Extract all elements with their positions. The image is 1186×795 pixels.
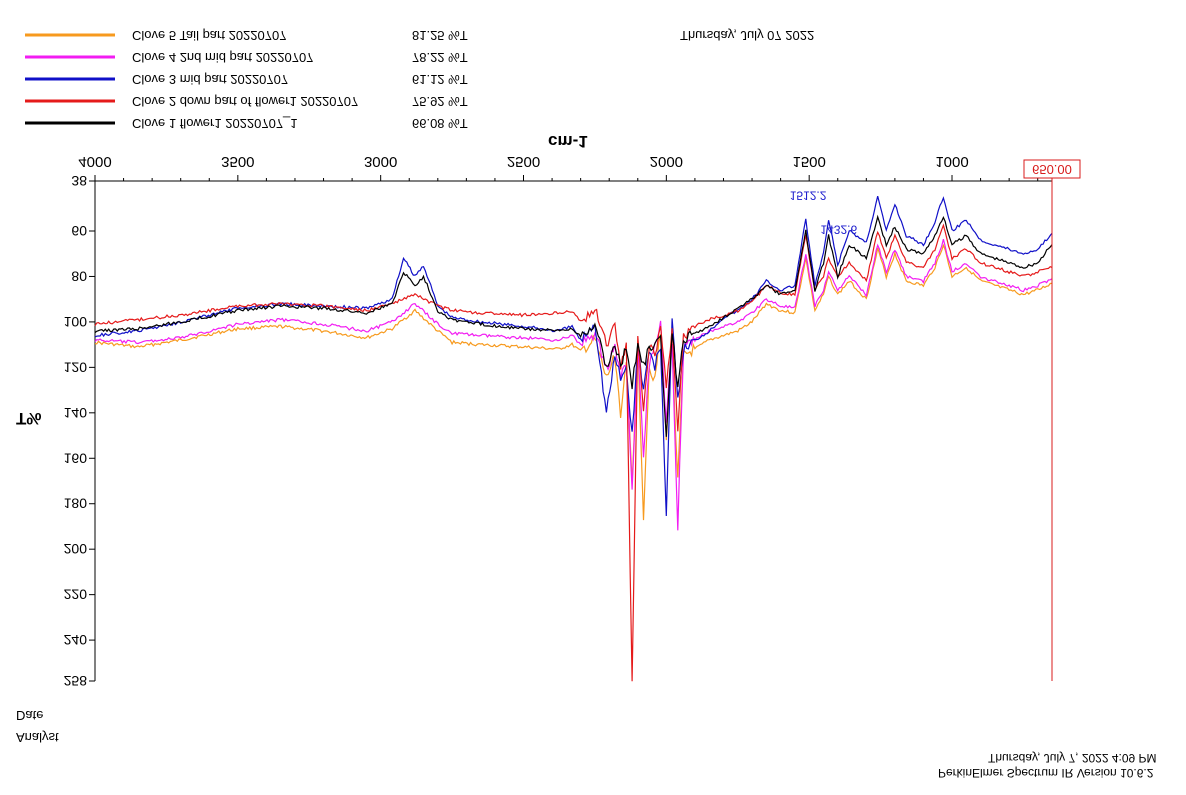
x-tick-label: 3500 — [221, 153, 254, 170]
y-tick-label: 80 — [71, 268, 87, 284]
x-tick-label: 1000 — [935, 153, 968, 170]
annotations: 1512.2 1432.6 — [790, 188, 858, 236]
legend-value: 66.08 %T — [412, 116, 468, 131]
legend-value: 75.92 %T — [412, 94, 468, 109]
footer-software: PerkinElmer Spectrum IR Version 10.6.2 — [938, 766, 1154, 780]
y-tick-label: 180 — [64, 496, 88, 512]
y-tick-label: 140 — [64, 405, 88, 421]
analyst-label: Analyst — [16, 730, 59, 745]
y-tick-label: 120 — [64, 359, 88, 375]
series-line — [94, 243, 1053, 521]
cursor-label-box[interactable] — [1023, 159, 1081, 179]
x-axis-label: cm-1 — [548, 132, 588, 151]
legend-label: Clove 4 2nd mid part 20220707 — [132, 50, 313, 65]
cursor-label: 650.00 — [1032, 162, 1072, 177]
legend-value: 61.12 %T — [412, 72, 468, 87]
x-tick-label: 4000 — [78, 153, 111, 170]
peak-annotation: 1432.6 — [820, 223, 857, 237]
series-line — [94, 196, 1053, 517]
y-tick-label: 160 — [64, 450, 88, 466]
legend-label: Clove 5 Tail part 20220707 — [132, 28, 286, 43]
legend-label: Clove 3 mid part 20220707 — [132, 72, 288, 87]
y-tick-label: 240 — [64, 632, 88, 648]
y-axis-label: T% — [16, 409, 42, 428]
y-tick-label: 38 — [71, 173, 87, 189]
y-axis: 38 60 80 100 120 140 160 180 200 220 240 258 — [64, 173, 96, 689]
y-tick-label: 100 — [64, 314, 88, 330]
legend-value: 78.22 %T — [412, 50, 468, 65]
legend: Clove 5 Tail part 20220707 81.25 %T Clove … — [25, 28, 468, 131]
plot-area — [94, 196, 1053, 682]
x-cursor[interactable]: 650.00 — [1023, 159, 1081, 681]
y-tick-label: 60 — [71, 223, 87, 239]
series-line — [94, 238, 1053, 531]
series-line — [94, 214, 1053, 437]
series-line — [94, 223, 1053, 682]
footer-timestamp: Thursday, July 7, 2022 4:09 PM — [988, 751, 1157, 765]
y-tick-label: 220 — [64, 587, 88, 603]
x-tick-label: 1500 — [792, 153, 825, 170]
x-tick-label: 2500 — [507, 153, 540, 170]
peak-annotation: 1512.2 — [790, 188, 827, 202]
legend-label: Clove 1 flower1 20220707_1 — [132, 116, 298, 131]
legend-value: 81.25 %T — [412, 28, 468, 43]
x-tick-label: 3000 — [364, 153, 397, 170]
y-tick-label: 200 — [64, 541, 88, 557]
x-axis: 4000 3500 3000 2500 2000 1500 1000 — [78, 153, 1052, 182]
x-tick-label: 2000 — [650, 153, 683, 170]
y-tick-label: 258 — [64, 673, 88, 689]
legend-label: Clove 2 down part of flower1 20220707 — [132, 94, 358, 109]
date-label: Date — [16, 708, 43, 723]
header-date: Thursday, July 07 2022 — [680, 28, 814, 43]
